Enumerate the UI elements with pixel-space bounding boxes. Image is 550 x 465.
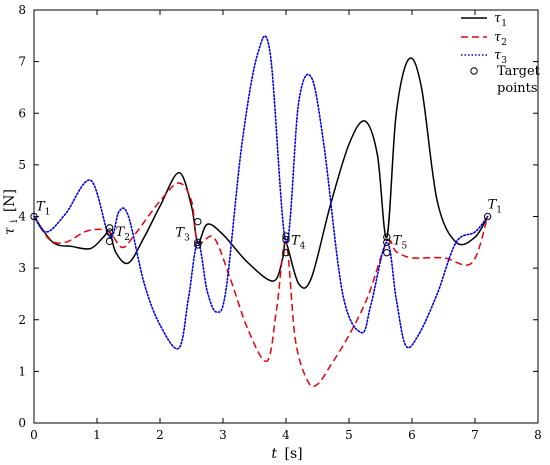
series-line-tau-1 [33, 57, 489, 289]
y-axis-var: τ [2, 227, 18, 235]
legend-label-target-2: points [497, 81, 538, 96]
point-label-T2: T2 [116, 225, 130, 243]
x-tick-label: 4 [282, 428, 290, 442]
x-axis-var: t [271, 446, 277, 462]
point-label-T5: T5 [393, 233, 408, 251]
axis-ticks: 0 1 2 3 4 5 6 7 8 0 1 2 3 4 5 6 7 8 [18, 3, 541, 442]
legend-label-tau-2: τ2 [494, 30, 507, 48]
target-point-marker [282, 236, 290, 244]
target-point-marker [383, 248, 391, 257]
y-tick-label: 8 [18, 3, 26, 17]
target-point-marker [383, 233, 391, 241]
x-tick-label: 2 [156, 428, 164, 442]
x-tick-label: 1 [93, 428, 101, 442]
y-tick-label: 2 [18, 313, 26, 327]
x-axis-unit: [s] [284, 446, 302, 462]
plot-border [33, 9, 539, 424]
x-tick-label: 8 [534, 428, 542, 442]
y-tick-label: 0 [18, 416, 26, 430]
legend-label-tau-1: τ1 [494, 11, 507, 29]
y-tick-label: 6 [18, 106, 26, 120]
point-labels: T1 T2 T3 T4 T5 T1 [36, 198, 502, 252]
y-axis-title: τ i [N] [2, 189, 21, 235]
point-label-T3: T3 [175, 225, 190, 243]
point-label-T4: T4 [291, 233, 306, 251]
target-point-marker [483, 212, 492, 221]
target-point-marker [282, 248, 290, 257]
y-tick-label: 7 [18, 55, 26, 69]
y-tick-label: 4 [18, 210, 26, 224]
point-label-T1: T1 [488, 198, 502, 216]
x-tick-label: 3 [219, 428, 227, 442]
target-point-marker [194, 217, 202, 226]
point-label-T1: T1 [36, 200, 50, 218]
target-point-marker [383, 238, 391, 247]
target-point-marker [105, 237, 114, 245]
data-series [33, 35, 489, 388]
target-point-marker [105, 224, 114, 232]
x-tick-label: 0 [30, 428, 38, 442]
x-tick-label: 5 [345, 428, 353, 442]
series-line-tau-2 [33, 182, 489, 388]
x-axis-title: t [s] [271, 446, 302, 462]
target-point-marker [105, 228, 114, 236]
target-point-marker [194, 241, 202, 249]
target-point-marker [194, 238, 202, 247]
target-point-marker [30, 212, 38, 221]
y-axis-sub: i [9, 220, 20, 223]
y-axis-unit: [N] [2, 189, 18, 212]
series-line-tau-3 [33, 35, 489, 350]
x-tick-label: 7 [471, 428, 479, 442]
x-tick-label: 6 [408, 428, 416, 442]
target-markers [30, 212, 492, 257]
y-tick-label: 5 [18, 158, 26, 172]
target-point-marker [282, 232, 290, 240]
y-tick-label: 1 [18, 364, 26, 378]
legend-label-target: Target [497, 64, 541, 79]
plot-frame [33, 9, 539, 424]
legend-label-tau-3: τ3 [494, 48, 507, 66]
y-tick-label: 3 [18, 261, 26, 275]
legend-swatch-target [470, 67, 478, 75]
